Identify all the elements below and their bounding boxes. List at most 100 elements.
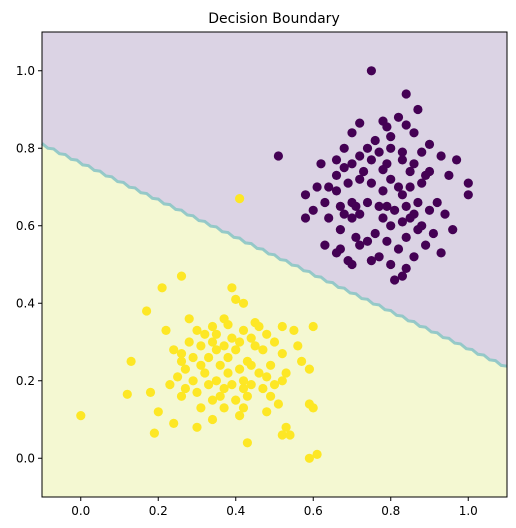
data-point-class-1 [254, 368, 264, 378]
data-point-class-1 [149, 428, 159, 438]
data-point-class-1 [204, 352, 214, 363]
y-tick-label: 0.0 [16, 451, 35, 465]
data-point-class-1 [126, 356, 136, 366]
data-point-class-0 [347, 159, 357, 169]
data-point-class-0 [335, 201, 345, 211]
data-point-class-0 [343, 178, 353, 188]
data-point-class-0 [405, 213, 415, 223]
data-point-class-0 [320, 197, 330, 208]
data-point-class-0 [320, 240, 330, 250]
data-point-class-1 [200, 368, 210, 378]
data-point-class-0 [397, 155, 407, 165]
data-point-class-0 [355, 240, 365, 250]
data-point-class-1 [231, 294, 241, 304]
data-point-class-1 [250, 341, 260, 351]
data-point-class-1 [207, 395, 218, 405]
data-point-class-0 [331, 186, 342, 196]
decision-boundary-line [41, 142, 508, 368]
data-point-class-0 [428, 228, 438, 239]
data-point-class-0 [351, 232, 361, 242]
data-point-class-1 [277, 349, 287, 359]
plot-area [41, 31, 508, 498]
data-point-class-1 [192, 325, 202, 335]
data-point-class-1 [223, 368, 233, 378]
data-point-class-0 [374, 252, 384, 262]
data-point-class-1 [262, 407, 272, 417]
data-point-class-0 [436, 248, 446, 258]
data-point-class-0 [331, 155, 342, 165]
y-tick-label: 0.2 [16, 374, 35, 388]
data-point-class-0 [421, 240, 431, 250]
data-point-class-0 [413, 104, 423, 115]
y-tick-label: 1.0 [16, 64, 35, 78]
data-point-class-0 [366, 178, 376, 188]
data-point-class-1 [219, 403, 229, 413]
data-point-class-1 [262, 372, 272, 382]
data-point-class-1 [227, 333, 237, 343]
data-point-class-0 [463, 178, 473, 188]
data-point-class-1 [211, 376, 221, 386]
data-point-class-0 [374, 201, 384, 211]
data-point-class-1 [165, 380, 175, 390]
data-point-class-0 [397, 271, 407, 281]
data-point-class-0 [393, 112, 404, 122]
data-point-class-0 [409, 252, 419, 262]
data-point-class-1 [180, 364, 190, 374]
data-point-class-1 [246, 333, 256, 343]
data-point-class-1 [161, 325, 171, 335]
y-tick-label: 0.8 [16, 141, 35, 155]
data-point-class-0 [401, 263, 411, 273]
data-point-class-1 [293, 341, 303, 351]
data-point-class-0 [386, 132, 396, 142]
data-point-class-0 [316, 159, 326, 169]
data-point-class-0 [397, 190, 407, 200]
data-point-class-0 [324, 213, 334, 223]
data-point-class-1 [238, 325, 249, 335]
data-point-class-0 [417, 147, 427, 157]
data-point-class-0 [444, 170, 454, 180]
data-point-class-0 [390, 205, 400, 215]
data-point-class-1 [304, 364, 314, 374]
data-point-class-1 [219, 383, 229, 394]
data-point-class-0 [362, 197, 373, 208]
data-point-class-1 [157, 283, 167, 293]
data-point-class-0 [370, 228, 380, 239]
y-tick-label: 0.6 [16, 219, 35, 233]
data-point-class-0 [324, 182, 334, 192]
data-point-class-1 [176, 391, 187, 401]
data-point-class-0 [393, 244, 404, 254]
data-point-class-1 [258, 345, 268, 355]
data-point-class-1 [192, 387, 202, 397]
data-point-class-1 [184, 314, 194, 324]
data-point-class-0 [374, 147, 384, 157]
data-point-class-1 [238, 298, 249, 308]
data-point-class-1 [242, 438, 252, 448]
data-point-class-1 [297, 356, 307, 366]
data-point-class-1 [235, 411, 245, 421]
data-point-class-1 [142, 306, 152, 316]
data-point-class-1 [254, 321, 264, 332]
data-point-class-1 [200, 329, 210, 339]
data-point-class-0 [300, 190, 311, 200]
x-tick-label: 0.0 [71, 504, 90, 518]
data-point-class-0 [386, 143, 396, 153]
data-point-class-0 [401, 89, 411, 99]
data-point-class-0 [378, 186, 388, 196]
data-point-class-1 [231, 345, 241, 355]
data-point-class-0 [424, 205, 435, 215]
data-point-class-0 [347, 213, 357, 223]
data-point-class-0 [386, 174, 396, 184]
data-point-class-0 [401, 201, 411, 211]
data-point-class-1 [266, 360, 276, 370]
data-point-class-0 [335, 225, 345, 235]
data-point-class-0 [440, 209, 450, 219]
data-point-class-0 [351, 201, 361, 211]
data-point-class-0 [331, 170, 342, 180]
data-point-class-0 [355, 118, 365, 128]
data-point-class-1 [231, 395, 241, 405]
data-point-class-0 [452, 155, 462, 165]
data-point-class-1 [215, 391, 225, 401]
data-point-class-0 [378, 213, 388, 223]
data-point-class-0 [463, 190, 473, 200]
